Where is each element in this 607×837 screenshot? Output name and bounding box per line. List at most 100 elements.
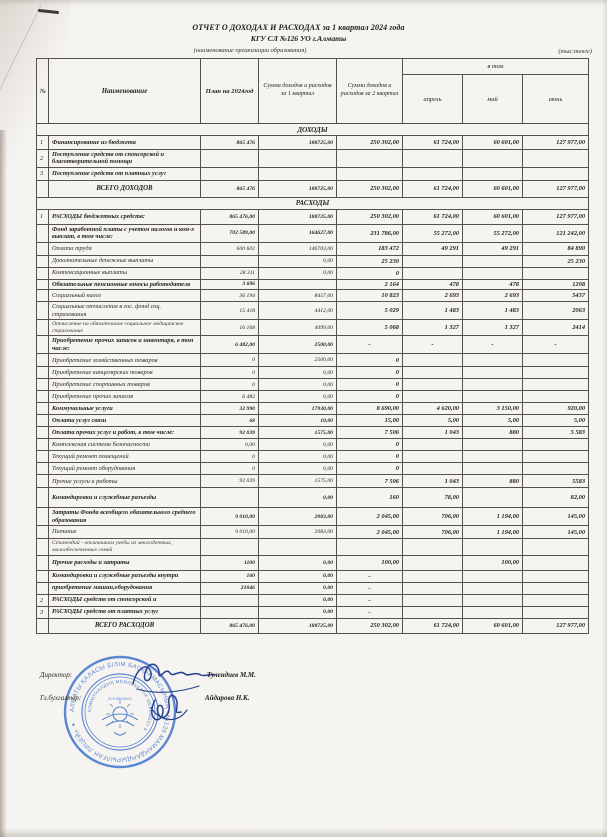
cell-plan: 0	[200, 366, 259, 380]
cell-q1: 2083,00	[258, 507, 337, 527]
emblem-icon	[101, 700, 139, 736]
cell-april: 78,00	[402, 487, 463, 509]
cell-may	[462, 378, 523, 392]
cell-june: 82,00	[521, 487, 590, 509]
cell-june	[521, 166, 590, 181]
row-number	[36, 450, 49, 464]
cell-plan: 9 010,00	[200, 525, 259, 540]
row-number	[36, 569, 49, 583]
cell-plan: 28 311	[200, 266, 259, 280]
cell-may: 49 291	[462, 241, 523, 256]
cell-q2: 8 690,00	[336, 402, 403, 416]
cell-plan	[200, 538, 259, 556]
cell-may: 55 272,00	[462, 223, 523, 243]
cell-april	[402, 593, 463, 607]
table-row: Оплата услуг связи 68 10,00 15,00 5,00 5,00 5,…	[36, 414, 590, 428]
table-row: Текущий ремонт помещений 0 0,00 0	[36, 450, 590, 464]
accountant-signature	[151, 694, 182, 721]
table-row: Стипендий - отличникам учебы из многодет…	[36, 538, 590, 556]
cell-plan: 92 039	[200, 474, 259, 489]
table-row: Приобретение канцелярских товаров 0 0,00 0	[36, 366, 590, 380]
table-row: Прочие расходы и затраты 1100 0,00 100,00 1…	[36, 554, 590, 571]
cell-june	[521, 438, 590, 452]
cell-plan	[200, 254, 259, 268]
cell-q1: 188725,00	[258, 135, 337, 150]
cell-q1: 0,00	[258, 605, 337, 619]
cell-q2: 0	[336, 462, 403, 476]
cell-q2: -	[336, 335, 403, 355]
report-title: ОТЧЕТ О ДОХОДАХ И РАСХОДАХ за 1 квартал …	[192, 23, 405, 32]
cell-plan: 6 482,00	[200, 335, 259, 355]
cell-plan: 32 990	[200, 402, 259, 416]
cell-april	[402, 605, 463, 619]
cell-q1: 0,00	[258, 554, 337, 571]
cell-may	[462, 569, 523, 583]
cell-june	[521, 149, 590, 168]
cell-may: 1 194,00	[462, 507, 523, 527]
cell-q1: 4412,00	[258, 301, 337, 320]
row-label: Приобретение прочих запасов и инвентаря,…	[48, 335, 201, 355]
table-row: Дополнительные денежные выплаты 0,00 25 2…	[36, 254, 590, 268]
column-header-month-2: май	[462, 74, 523, 124]
row-number	[36, 554, 49, 571]
row-number	[36, 390, 49, 404]
cell-may: 60 601,00	[462, 208, 523, 225]
row-number	[36, 414, 49, 428]
signatures-overlay	[132, 663, 216, 721]
cell-may: 60 601,00	[462, 135, 523, 150]
report-header: ОТЧЕТ О ДОХОДАХ И РАСХОДАХ за 1 квартал …	[0, 23, 597, 43]
cell-may	[462, 266, 523, 280]
cell-q1: 188725,00	[258, 208, 337, 225]
cell-q2: 250 302,00	[336, 135, 403, 150]
cell-plan: 865 476,00	[200, 617, 259, 634]
cell-q1: 4099,00	[258, 318, 337, 337]
cell-june	[521, 538, 590, 556]
cell-may	[462, 538, 523, 556]
cell-april: 2 693	[402, 289, 463, 303]
cell-q2: 0	[336, 266, 403, 280]
cell-may	[462, 487, 523, 509]
row-number	[36, 366, 49, 380]
cell-may	[462, 254, 523, 268]
row-number	[36, 487, 49, 509]
section-header-row: РАСХОДЫ	[35, 196, 590, 210]
cell-plan: 702 589,00	[200, 223, 259, 243]
cell-q1: 2500,00	[258, 335, 337, 355]
row-label: Социальные отчисления в гос. фонд соц. с…	[48, 301, 201, 320]
table-header: № Наименование План на 2024год Сумма доходо…	[36, 58, 590, 124]
cell-april	[402, 538, 463, 556]
cell-plan: 1100	[200, 554, 259, 571]
cell-april	[402, 353, 463, 368]
table-body: ДОХОДЫ 1 Финансирование из бюджета 865 476 1…	[35, 123, 590, 634]
cell-june: 127 977,00	[521, 179, 590, 198]
cell-june	[521, 593, 590, 607]
cell-plan: 160	[200, 569, 259, 583]
cell-april	[402, 438, 463, 452]
row-number	[36, 301, 49, 320]
table-row: Фонд заработной платы с учетом налогов и…	[36, 223, 590, 243]
table-row: Прочие услуги и работы 92 039 1575,00 7 506…	[36, 474, 590, 489]
cell-q1: 0,00	[258, 593, 337, 607]
cell-april	[402, 390, 463, 404]
row-number	[36, 474, 49, 489]
row-label: Стипендий - отличникам учебы из многодет…	[48, 538, 201, 556]
cell-q2: 10 823	[336, 289, 403, 303]
column-header-q2: Сумма доходов и расходов за 2 квартал	[336, 58, 403, 124]
column-header-name: Наименование	[48, 58, 201, 124]
table-row: Компенсационные выплаты 28 311 0,00 0	[36, 266, 590, 280]
table-row: Командировки и служебные разъезды 0,00 16…	[36, 487, 590, 509]
cell-q2: -	[336, 593, 403, 607]
column-header-plan: План на 2024год	[200, 58, 259, 124]
cell-plan: 21046	[200, 581, 259, 595]
director-name: Тулендиев М.М.	[207, 671, 256, 679]
table-row: ВСЕГО ДОХОДОВ 865 476 188725,00 250 302,00 6…	[36, 179, 590, 198]
row-label: Приобретение прочих запасов	[48, 390, 201, 404]
row-number	[36, 581, 49, 595]
cell-may: 60 601,00	[462, 617, 523, 634]
row-number	[36, 179, 49, 198]
row-label: Социальный налог	[48, 289, 201, 303]
report-table: № Наименование План на 2024год Сумма доходо…	[35, 58, 590, 634]
accountant-signature-tail	[150, 707, 188, 721]
cell-q2: 250 302,00	[336, 179, 403, 198]
